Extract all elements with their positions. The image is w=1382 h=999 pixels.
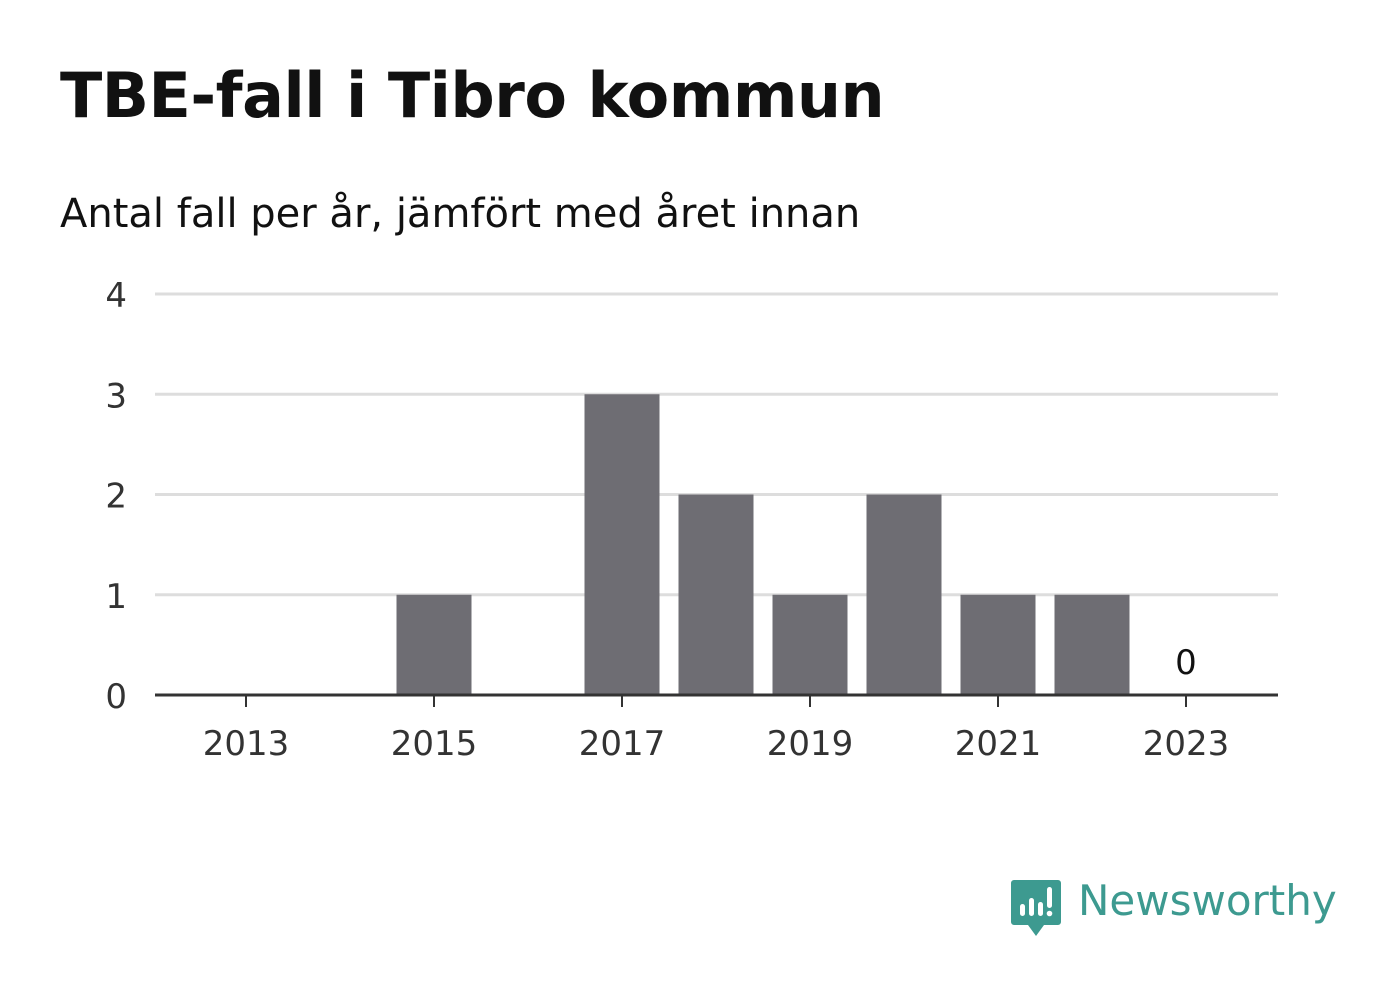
- bar-2017: [584, 394, 660, 695]
- y-tick-label: 3: [105, 376, 127, 416]
- x-tick-label: 2013: [203, 724, 290, 764]
- x-tick-label: 2017: [579, 724, 666, 764]
- chart-title: TBE-fall i Tibro kommun: [60, 59, 885, 132]
- bar-2020: [866, 494, 942, 695]
- chart-subtitle: Antal fall per år, jämfört med året inna…: [60, 191, 861, 237]
- brand-name: Newsworthy: [1078, 876, 1337, 925]
- bar-2019: [772, 594, 848, 695]
- newsworthy-logo: Newsworthy: [1010, 876, 1337, 940]
- bar-2022: [1054, 594, 1130, 695]
- bar-2021: [960, 594, 1036, 695]
- data-label-2023: 0: [1175, 643, 1197, 683]
- x-tick-label: 2021: [955, 724, 1042, 764]
- x-tick-label: 2019: [767, 724, 854, 764]
- x-tick-label: 2023: [1143, 724, 1230, 764]
- y-tick-label: 1: [105, 577, 127, 617]
- y-tick-label: 2: [105, 477, 127, 517]
- bar-2018: [678, 494, 754, 695]
- newsworthy-logo-icon: [1011, 880, 1061, 936]
- bar-2015: [396, 594, 472, 695]
- y-tick-label: 0: [105, 677, 127, 717]
- x-tick-label: 2015: [391, 724, 478, 764]
- y-tick-label: 4: [105, 276, 127, 316]
